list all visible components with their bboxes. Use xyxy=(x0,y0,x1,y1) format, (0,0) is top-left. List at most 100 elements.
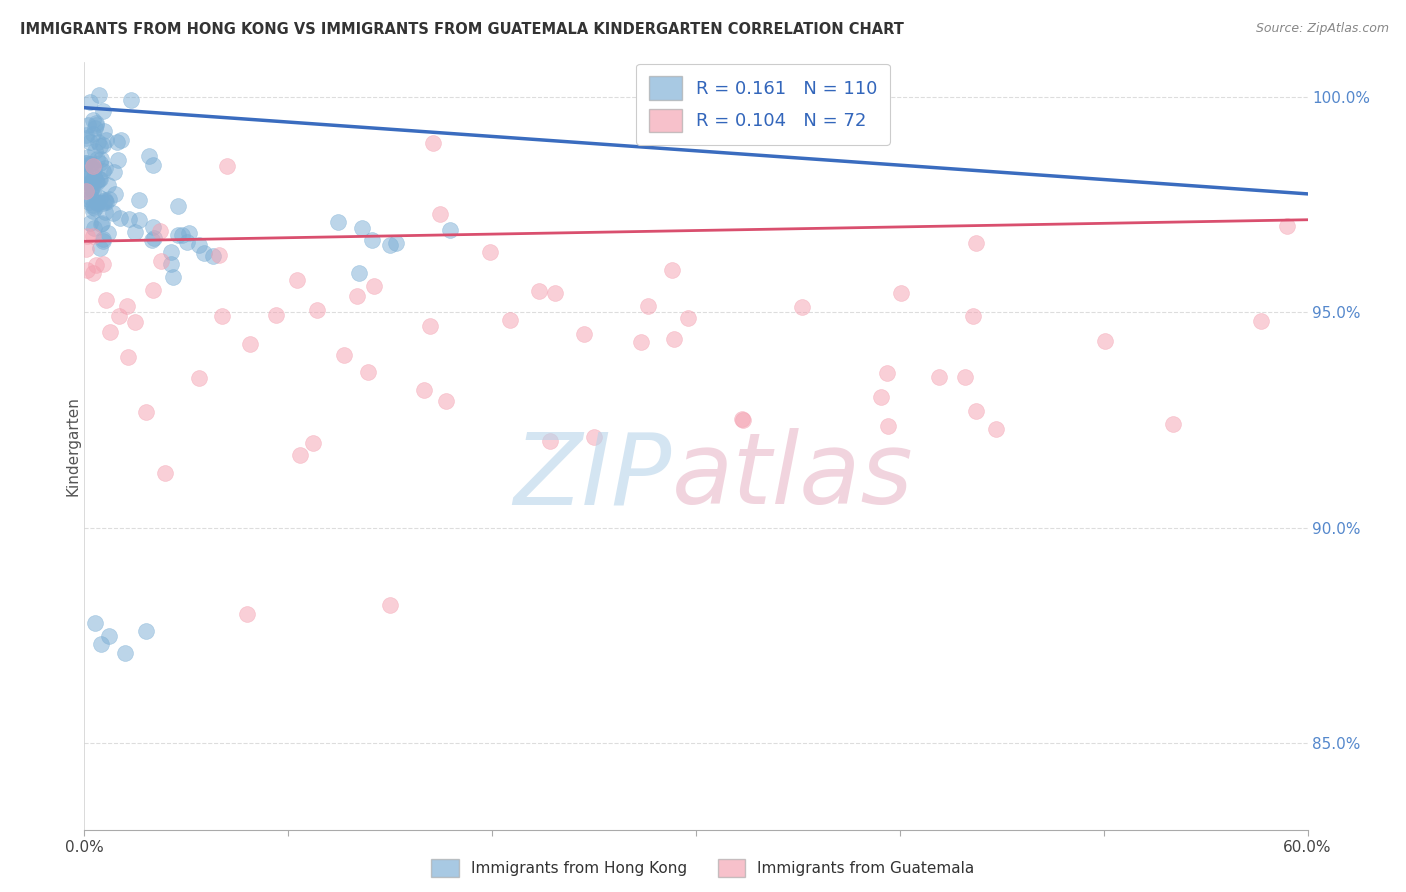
Point xyxy=(162,270,184,285)
Point xyxy=(419,319,441,334)
Point xyxy=(928,370,950,384)
Point xyxy=(380,599,402,613)
Point xyxy=(176,235,198,249)
Point xyxy=(89,156,111,170)
Point xyxy=(80,157,103,171)
Point xyxy=(89,172,111,186)
Point xyxy=(94,133,117,147)
Point xyxy=(80,182,103,196)
Point xyxy=(731,413,754,427)
Point xyxy=(87,135,110,149)
Point xyxy=(217,159,239,173)
Point xyxy=(661,263,683,277)
Text: Source: ZipAtlas.com: Source: ZipAtlas.com xyxy=(1256,22,1389,36)
Point xyxy=(94,161,117,176)
Point xyxy=(984,422,1007,436)
Point xyxy=(890,285,912,300)
Point xyxy=(84,258,107,272)
Point xyxy=(135,624,157,639)
Point xyxy=(363,279,385,293)
Point xyxy=(82,228,104,243)
Point xyxy=(439,223,461,237)
Point xyxy=(75,173,97,187)
Point xyxy=(79,184,101,198)
Point xyxy=(75,167,97,181)
Point xyxy=(422,136,444,150)
Point xyxy=(207,248,229,262)
Point xyxy=(870,390,893,404)
Point xyxy=(93,124,115,138)
Point xyxy=(91,235,114,249)
Point xyxy=(142,219,165,234)
Point xyxy=(83,161,105,176)
Point xyxy=(82,266,104,280)
Point xyxy=(288,448,311,462)
Point xyxy=(94,204,117,219)
Point xyxy=(790,300,813,314)
Point xyxy=(75,184,97,198)
Point xyxy=(84,121,107,136)
Point xyxy=(77,195,100,210)
Point xyxy=(93,257,115,271)
Point xyxy=(110,133,132,147)
Point xyxy=(141,233,163,247)
Text: atlas: atlas xyxy=(672,428,912,525)
Point xyxy=(83,615,105,630)
Point xyxy=(346,289,368,303)
Point xyxy=(637,299,659,313)
Point xyxy=(108,309,131,323)
Point xyxy=(79,216,101,230)
Point xyxy=(94,194,117,208)
Point xyxy=(117,350,139,364)
Point xyxy=(211,309,233,323)
Point xyxy=(544,286,567,301)
Point xyxy=(117,299,139,313)
Point xyxy=(202,249,225,263)
Point xyxy=(97,192,120,206)
Point xyxy=(79,95,101,109)
Point xyxy=(75,130,97,145)
Point xyxy=(166,198,188,212)
Point xyxy=(76,118,98,132)
Point xyxy=(128,213,150,227)
Point xyxy=(965,404,987,418)
Point xyxy=(149,224,172,238)
Point xyxy=(84,201,107,215)
Point xyxy=(80,181,103,195)
Point xyxy=(239,337,262,351)
Point xyxy=(77,166,100,180)
Point xyxy=(76,228,98,243)
Point xyxy=(101,206,124,220)
Point xyxy=(90,637,112,651)
Point xyxy=(662,332,685,346)
Point xyxy=(82,159,104,173)
Point xyxy=(302,436,325,450)
Point xyxy=(103,165,125,179)
Point xyxy=(75,128,97,143)
Point xyxy=(91,164,114,178)
Point xyxy=(177,226,200,240)
Point xyxy=(97,178,120,193)
Point xyxy=(82,174,104,188)
Point xyxy=(360,233,382,247)
Point xyxy=(84,144,107,158)
Point xyxy=(236,607,259,621)
Point xyxy=(80,176,103,190)
Point xyxy=(538,434,561,448)
Point xyxy=(962,309,984,323)
Point xyxy=(188,238,211,252)
Point xyxy=(678,310,700,325)
Point xyxy=(876,418,898,433)
Point xyxy=(264,308,287,322)
Point xyxy=(77,176,100,190)
Point xyxy=(434,393,457,408)
Point xyxy=(188,371,211,385)
Point xyxy=(76,262,98,277)
Point xyxy=(114,646,136,660)
Legend: R = 0.161   N = 110, R = 0.104   N = 72: R = 0.161 N = 110, R = 0.104 N = 72 xyxy=(637,64,890,145)
Point xyxy=(89,139,111,153)
Point xyxy=(108,211,131,225)
Point xyxy=(97,226,120,240)
Point xyxy=(583,430,606,444)
Point xyxy=(97,629,120,643)
